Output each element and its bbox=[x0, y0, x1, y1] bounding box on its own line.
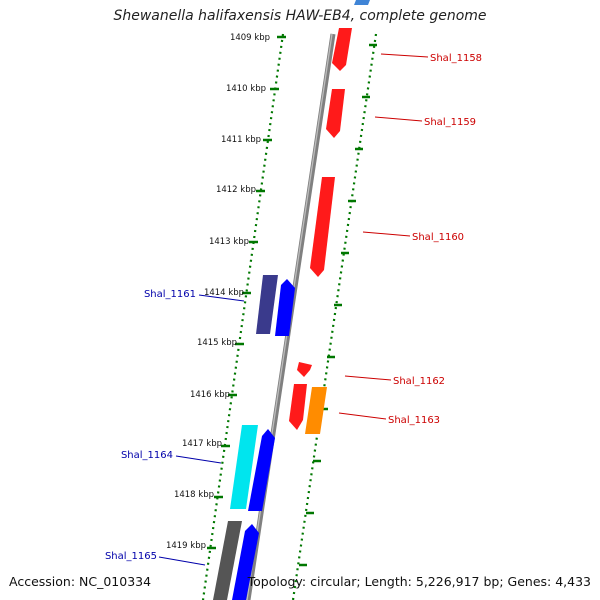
scale-label-1418: 1418 kbp bbox=[174, 490, 214, 500]
gene-shal-1164-cyan[interactable] bbox=[230, 425, 258, 509]
label-shal-1158[interactable]: Shal_1158 bbox=[430, 53, 482, 64]
genome-title: Shewanella halifaxensis HAW-EB4, complet… bbox=[113, 8, 487, 24]
leader-shal-1163 bbox=[338, 412, 387, 420]
gene-shal-1163[interactable] bbox=[305, 387, 327, 434]
gene-shal-1159[interactable] bbox=[326, 89, 345, 138]
leader-shal-1162 bbox=[344, 375, 392, 381]
gene-shal-1162[interactable] bbox=[297, 362, 312, 377]
gene-shal-1160[interactable] bbox=[310, 177, 335, 277]
scale-label-1411: 1411 kbp bbox=[221, 135, 261, 145]
leader-shal-1159 bbox=[374, 116, 423, 122]
scale-label-1410: 1410 kbp bbox=[226, 84, 266, 94]
label-shal-1163[interactable]: Shal_1163 bbox=[388, 415, 440, 426]
label-shal-1164[interactable]: Shal_1164 bbox=[121, 450, 173, 461]
label-shal-1161[interactable]: Shal_1161 bbox=[144, 289, 196, 300]
gene-shal-1161-dark[interactable] bbox=[256, 275, 278, 334]
scale-label-1419: 1419 kbp bbox=[166, 541, 206, 551]
forward-genes bbox=[289, 0, 370, 434]
leader-shal-1160 bbox=[362, 231, 411, 237]
label-shal-1160[interactable]: Shal_1160 bbox=[412, 232, 464, 243]
scale-label-1412: 1412 kbp bbox=[216, 185, 256, 195]
scale-label-1417: 1417 kbp bbox=[182, 439, 222, 449]
gene-gray[interactable] bbox=[213, 521, 242, 600]
label-shal-1162[interactable]: Shal_1162 bbox=[393, 376, 445, 387]
reverse-genes bbox=[213, 275, 295, 600]
leader-shal-1158 bbox=[380, 53, 429, 58]
gene-shal-1165[interactable] bbox=[232, 524, 259, 600]
scale-label-1416: 1416 kbp bbox=[190, 390, 230, 400]
gene-shal-1163-left[interactable] bbox=[289, 384, 307, 430]
accession-text: Accession: NC_010334 bbox=[9, 574, 152, 589]
gene-shal-1161[interactable] bbox=[275, 279, 295, 336]
label-shal-1159[interactable]: Shal_1159 bbox=[424, 117, 476, 128]
gene-top-partial[interactable] bbox=[354, 0, 370, 5]
leader-shal-1165 bbox=[158, 556, 206, 566]
gene-shal-1158[interactable] bbox=[332, 28, 352, 71]
scale-label-1415: 1415 kbp bbox=[197, 338, 237, 348]
scale-ticks bbox=[207, 35, 286, 550]
topology-text: Topology: circular; Length: 5,226,917 bp… bbox=[247, 574, 591, 589]
gene-shal-1164[interactable] bbox=[248, 429, 275, 511]
leader-shal-1161 bbox=[198, 294, 245, 302]
leader-shal-1164 bbox=[175, 455, 222, 464]
scale-label-1414: 1414 kbp bbox=[204, 288, 244, 298]
scale-label-1413: 1413 kbp bbox=[209, 237, 249, 247]
label-shal-1165[interactable]: Shal_1165 bbox=[105, 551, 157, 562]
scale-label-1409: 1409 kbp bbox=[230, 33, 270, 43]
